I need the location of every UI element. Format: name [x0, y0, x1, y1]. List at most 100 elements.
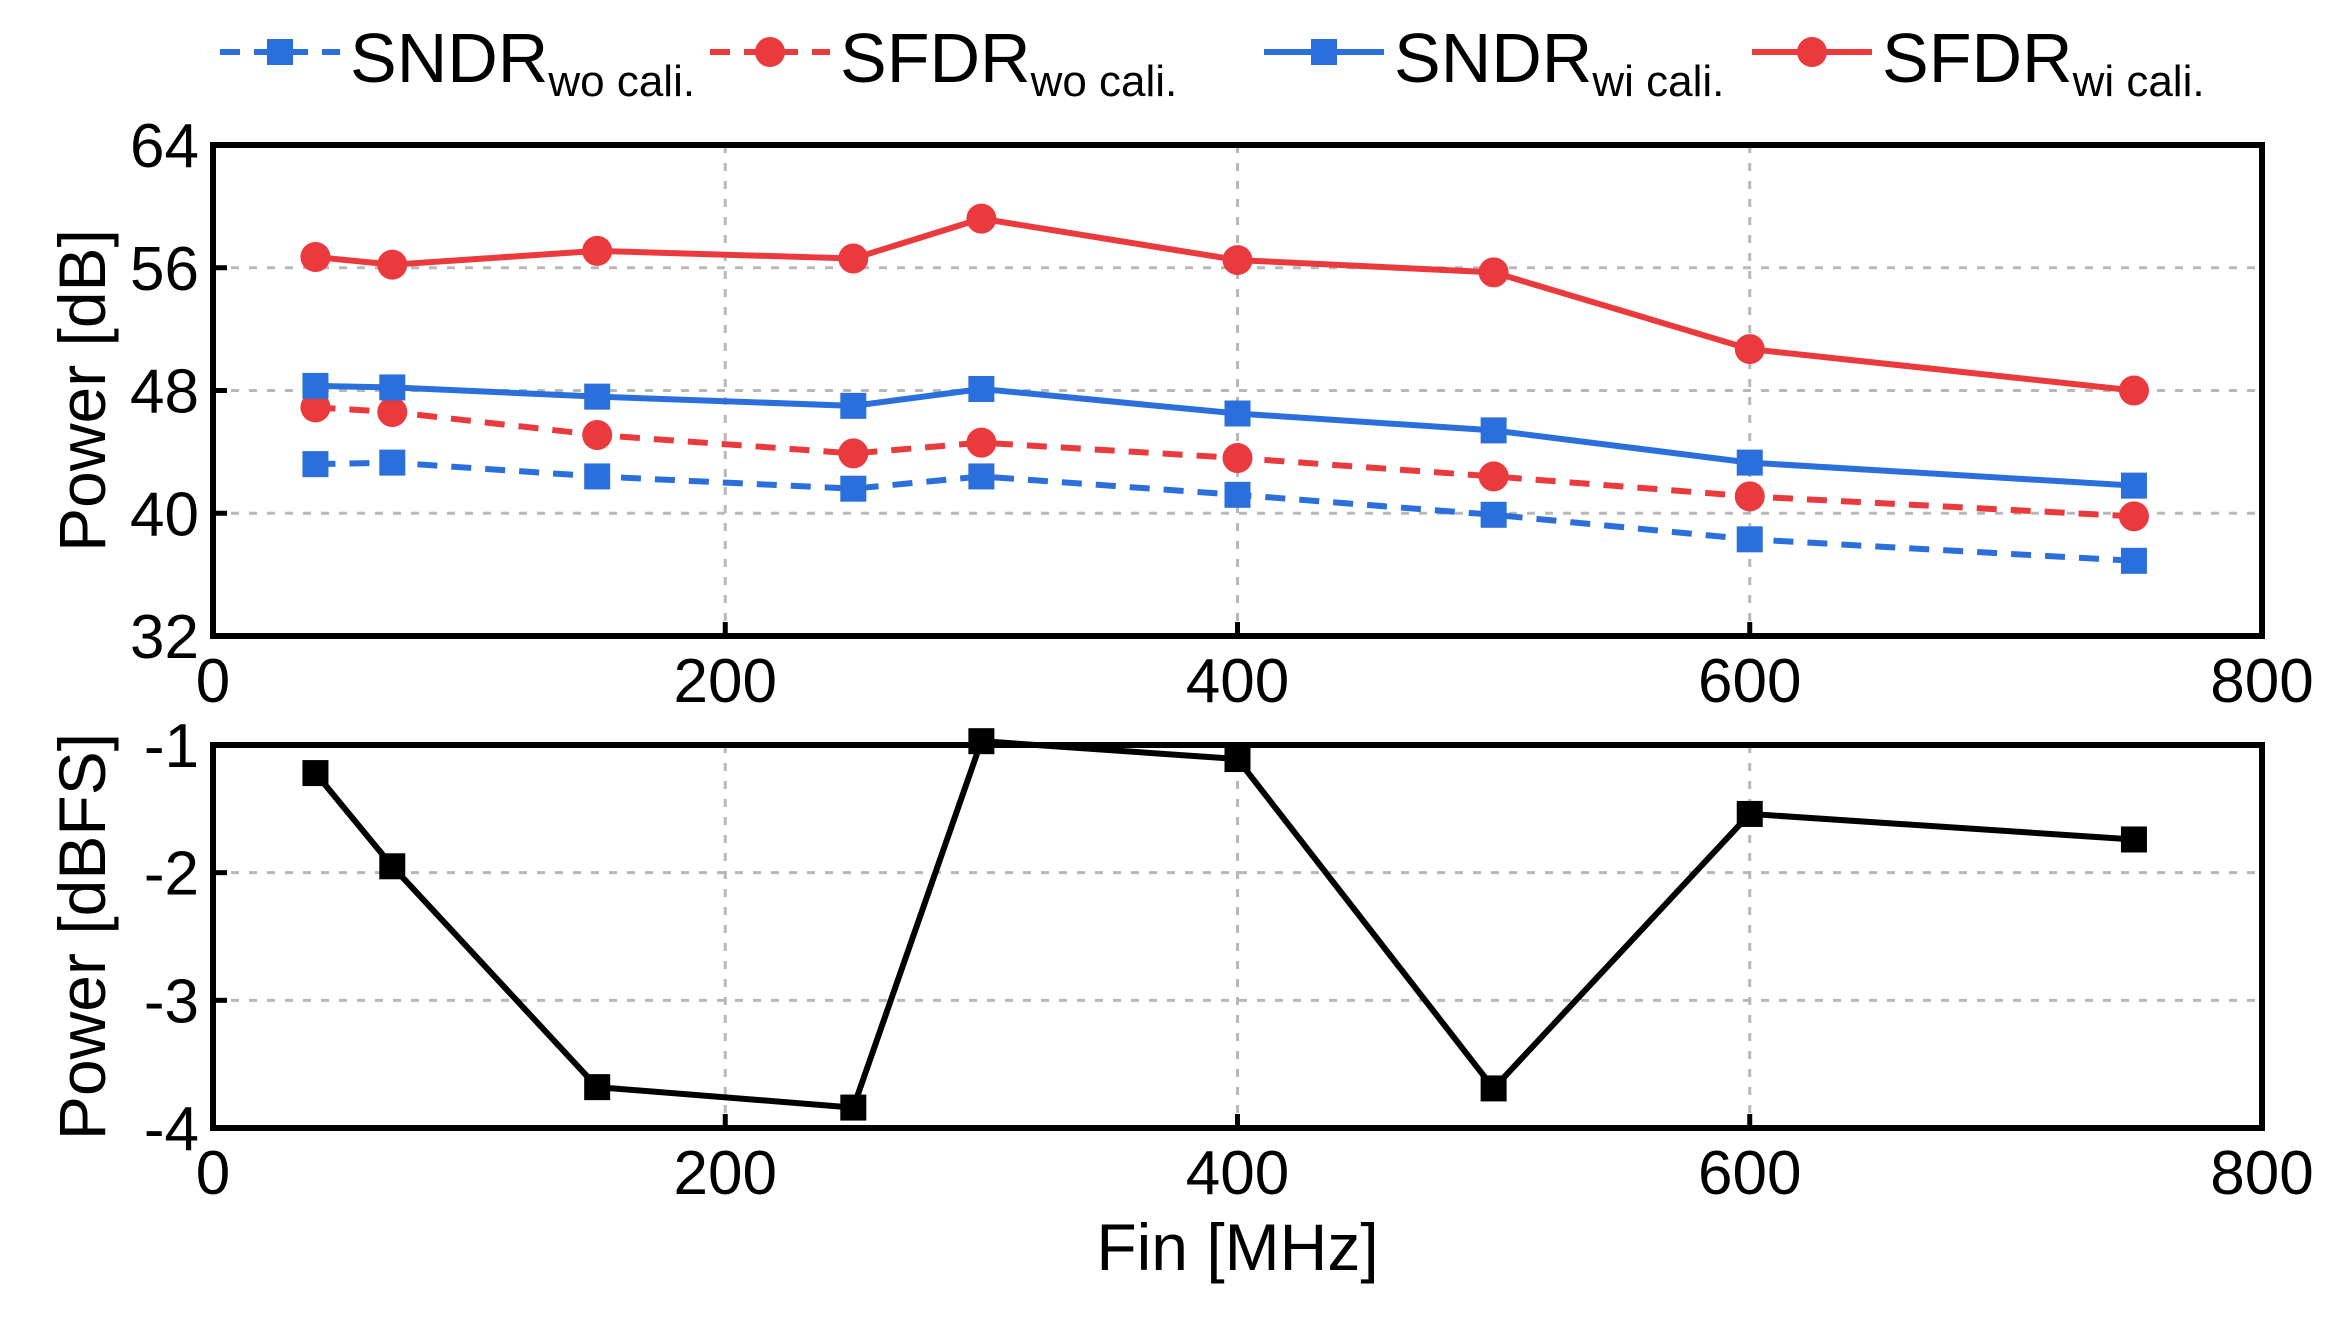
legend-label-sndr_wi: SNDRwi cali. — [1394, 19, 1724, 106]
top-x-tick-label: 0 — [196, 647, 230, 716]
legend-item-sndr_wi: SNDRwi cali. — [1264, 19, 1724, 106]
series-sndr_wi — [302, 372, 2147, 499]
series-input_power — [302, 728, 2147, 1121]
bottom-y-tick-label: -1 — [144, 712, 199, 781]
data-point-sfdr_wo — [377, 396, 408, 427]
legend-marker-sndr_wi — [1311, 39, 1337, 65]
data-point-sfdr_wo — [838, 438, 869, 469]
data-point-sndr_wi — [840, 392, 867, 419]
data-point-input_power — [968, 728, 995, 755]
data-point-sndr_wi — [2120, 472, 2147, 499]
bottom-y-tick-label: -3 — [144, 967, 199, 1036]
series-sfdr_wi — [300, 203, 2149, 406]
data-point-sfdr_wi — [377, 249, 408, 280]
bottom-x-tick-label: 800 — [2210, 1139, 2313, 1208]
bottom-y-axis-title: Power [dBFS] — [45, 733, 119, 1140]
data-point-sndr_wo — [1736, 526, 1763, 553]
data-point-sndr_wo — [968, 463, 995, 490]
legend-label-sfdr_wi: SFDRwi cali. — [1882, 19, 2205, 106]
data-point-sfdr_wo — [966, 427, 997, 458]
data-point-sfdr_wi — [966, 203, 997, 234]
legend-label-sub: wo cali. — [547, 57, 695, 106]
top-x-tick-label: 800 — [2210, 647, 2313, 716]
top-y-tick-label: 48 — [130, 358, 199, 427]
legend-item-sfdr_wi: SFDRwi cali. — [1752, 19, 2205, 106]
data-point-sfdr_wo — [1478, 461, 1509, 492]
legend-label-main: SFDR — [1882, 19, 2073, 97]
data-point-input_power — [1736, 800, 1763, 827]
top-frame — [210, 142, 2265, 639]
legend-marker-sfdr_wi — [1797, 37, 1827, 67]
legend-label-sub: wo cali. — [1030, 57, 1178, 106]
legend-marker-sndr_wo — [267, 39, 293, 65]
top-y-tick-label: 40 — [130, 480, 199, 549]
legend-label-sub: wi cali. — [2072, 57, 2205, 106]
data-point-sndr_wo — [1224, 481, 1251, 508]
series-sndr_wo — [302, 449, 2147, 574]
data-point-sndr_wo — [840, 475, 867, 502]
data-point-sfdr_wi — [1734, 334, 1765, 365]
legend-label-main: SNDR — [350, 19, 548, 97]
legend-label-sub: wi cali. — [1591, 57, 1724, 106]
bottom-y-tick-label: -2 — [144, 840, 199, 909]
data-point-sndr_wo — [379, 449, 406, 476]
data-point-sndr_wi — [1736, 449, 1763, 476]
data-point-sndr_wi — [1224, 400, 1251, 427]
series-line-input_power — [313, 738, 2135, 1111]
data-point-sndr_wo — [584, 463, 611, 490]
top-x-tick-label: 200 — [674, 647, 777, 716]
top-y-tick-label: 64 — [130, 112, 199, 181]
legend: SNDRwo cali. SFDRwo cali. SNDRwi cali. SFDR… — [220, 19, 2205, 106]
data-point-sfdr_wo — [1734, 481, 1765, 512]
bottom-frame — [210, 742, 2265, 1131]
data-point-sndr_wi — [1480, 417, 1507, 444]
data-point-input_power — [379, 853, 406, 880]
data-point-sfdr_wi — [1478, 257, 1509, 288]
legend-item-sfdr_wo: SFDRwo cali. — [710, 19, 1177, 106]
series-line-sndr_wo — [315, 459, 2135, 564]
data-point-input_power — [302, 760, 329, 787]
data-point-sndr_wo — [302, 451, 329, 478]
series-sfdr_wo — [300, 392, 2149, 532]
bottom-x-tick-label: 0 — [196, 1139, 230, 1208]
bottom-x-tick-label: 200 — [674, 1139, 777, 1208]
data-point-sfdr_wi — [300, 242, 331, 273]
legend-item-sndr_wo: SNDRwo cali. — [220, 19, 695, 106]
legend-label-main: SFDR — [840, 19, 1031, 97]
bottom-x-axis-title: Fin [MHz] — [1096, 1210, 1378, 1284]
top-y-axis-title: Power [dB] — [45, 229, 119, 552]
series-line-sfdr_wo — [315, 404, 2135, 520]
data-point-sfdr_wo — [582, 419, 613, 450]
top-y-tick-label: 32 — [130, 603, 199, 672]
legend-label-sfdr_wo: SFDRwo cali. — [840, 19, 1177, 106]
data-point-sfdr_wi — [1222, 245, 1253, 276]
data-point-input_power — [1224, 746, 1251, 773]
data-point-sfdr_wo — [1222, 443, 1253, 474]
data-point-sndr_wo — [2120, 547, 2147, 574]
panel-bottom-input-power: 0 200 400 600 800 -4 -3 -2 -1 Power [dBFS] Fin [MH… — [45, 712, 2314, 1284]
data-point-input_power — [1480, 1075, 1507, 1102]
data-point-input_power — [840, 1094, 867, 1121]
data-point-input_power — [584, 1074, 611, 1101]
data-point-sfdr_wo — [2118, 501, 2149, 532]
data-point-sndr_wi — [584, 383, 611, 410]
legend-label-sndr_wo: SNDRwo cali. — [350, 19, 695, 106]
top-x-tick-label: 600 — [1698, 647, 1801, 716]
data-point-sndr_wi — [379, 374, 406, 401]
bottom-y-tick-label: -4 — [144, 1095, 199, 1164]
legend-label-main: SNDR — [1394, 19, 1592, 97]
bottom-x-tick-label: 400 — [1186, 1139, 1289, 1208]
data-point-sndr_wi — [968, 375, 995, 402]
data-point-sfdr_wo — [300, 392, 331, 423]
data-point-input_power — [2120, 826, 2147, 853]
bottom-x-tick-label: 600 — [1698, 1139, 1801, 1208]
top-y-tick-label: 56 — [130, 235, 199, 304]
data-point-sndr_wo — [1480, 501, 1507, 528]
data-point-sfdr_wi — [582, 235, 613, 266]
legend-marker-sfdr_wo — [755, 37, 785, 67]
data-point-sndr_wi — [302, 372, 329, 399]
data-point-sfdr_wi — [838, 243, 869, 274]
data-point-sfdr_wi — [2118, 375, 2149, 406]
